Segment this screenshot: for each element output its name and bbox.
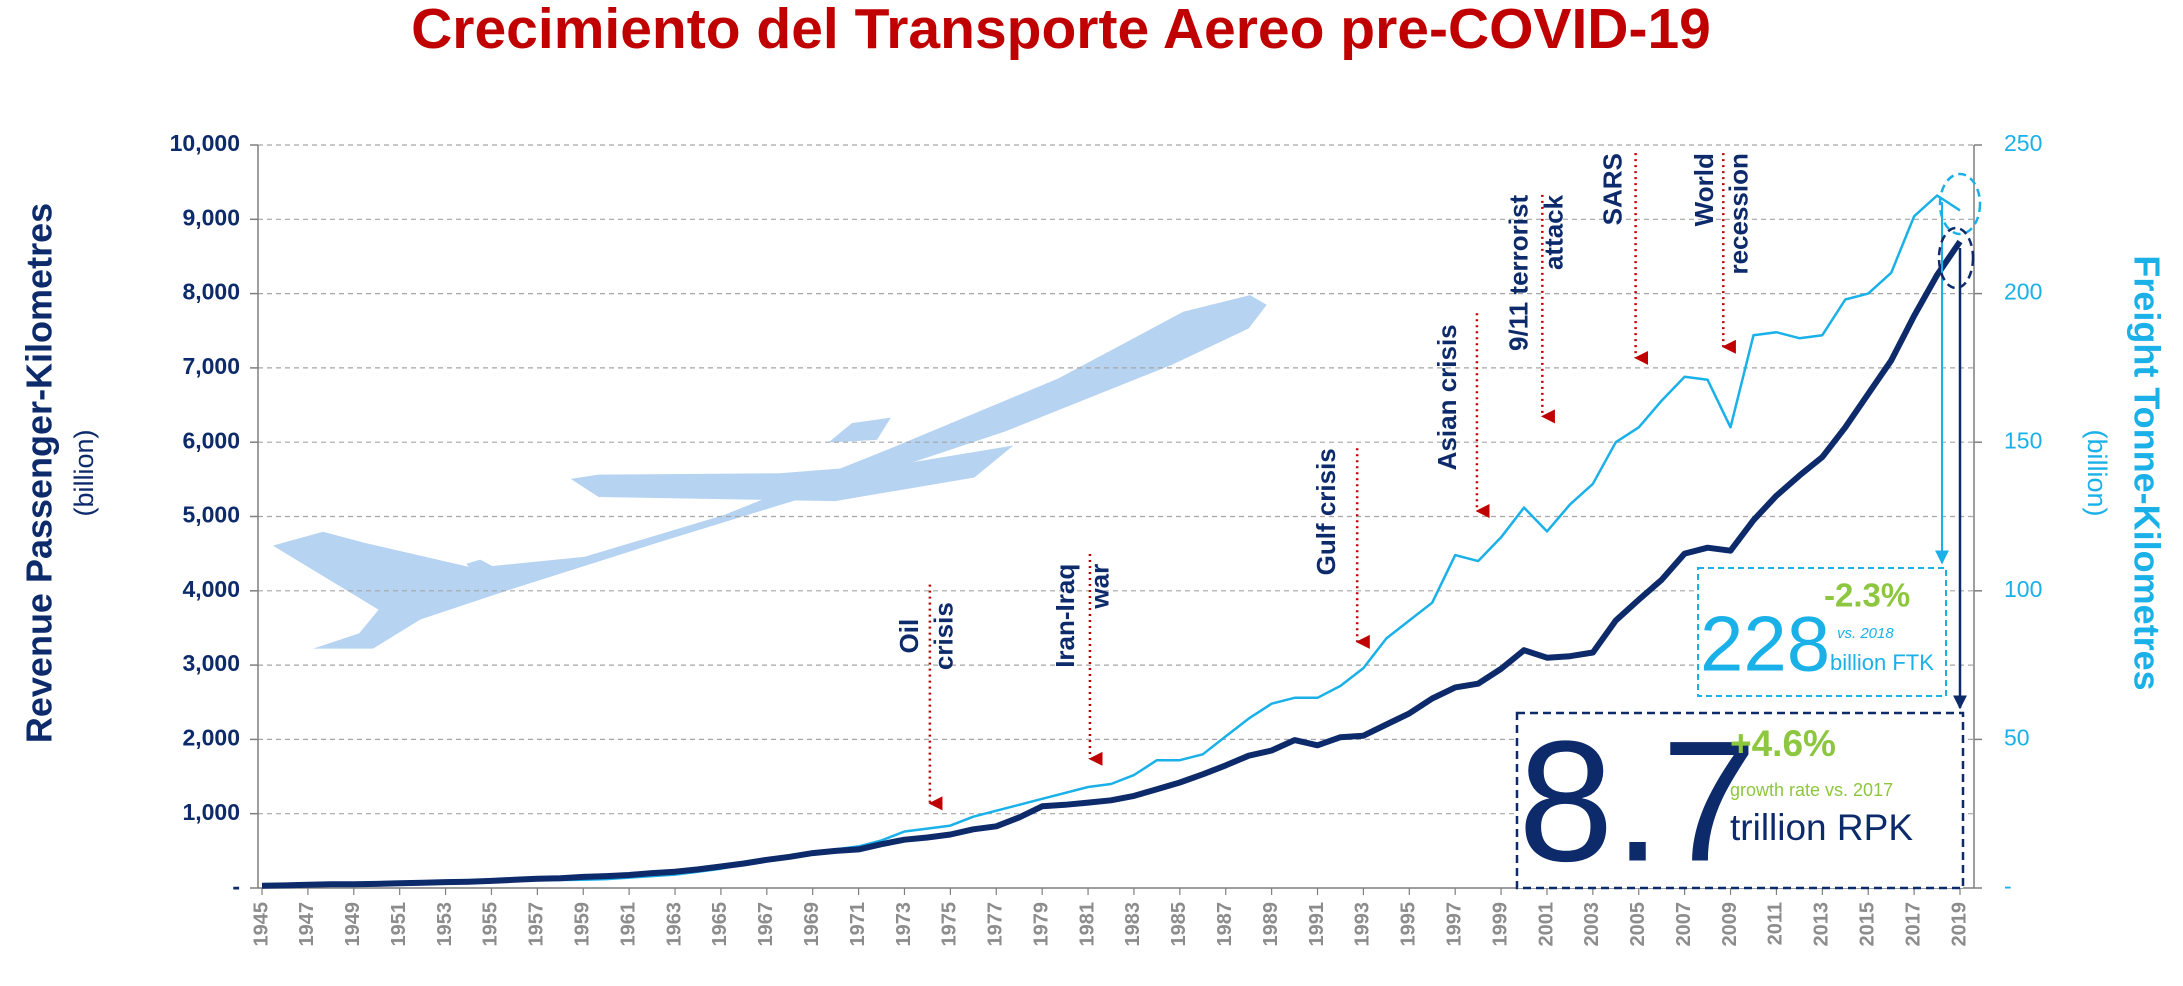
y-tick-label: 8,000: [182, 279, 240, 305]
x-tick-label: 1953: [434, 902, 456, 947]
y-axis-title: Revenue Passenger-Kilometres: [19, 203, 60, 743]
y2-tick-label: 100: [2004, 576, 2042, 602]
x-tick-label: 1983: [1122, 902, 1144, 947]
x-tick-label: 1993: [1352, 902, 1374, 947]
x-tick-label: 1963: [663, 902, 685, 947]
plot-area: - 1,000 2,000 3,000 4,000 5,000 6,000 7,000 8,00…: [170, 130, 2043, 946]
x-tick-label: 1959: [572, 902, 594, 947]
y2-tick-label: 50: [2004, 724, 2030, 750]
rpk-highlight: [1937, 226, 1975, 290]
event-label: SARS: [1598, 153, 1628, 225]
rpk-change: +4.6%: [1730, 723, 1836, 764]
x-tick-label: 2013: [1811, 902, 1833, 947]
event-label: Oil: [894, 619, 924, 654]
event-label: recession: [1724, 153, 1754, 274]
chart-title: Crecimiento del Transporte Aereo pre-COV…: [411, 0, 1711, 61]
y-tick-label: 5,000: [182, 502, 240, 528]
x-tick-label: 2001: [1535, 902, 1557, 947]
y-axis-unit: (billion): [69, 429, 99, 516]
x-tick-label: 2005: [1627, 902, 1649, 947]
rpk-unit: trillion RPK: [1730, 807, 1913, 848]
x-tick-label: 1967: [755, 902, 777, 947]
rpk-value: 8.7: [1518, 705, 1757, 897]
x-tick-label: 2019: [1948, 902, 1970, 947]
y2-tick-label: 200: [2004, 279, 2042, 305]
rpk-note: growth rate vs. 2017: [1730, 780, 1893, 800]
airplane-silhouette: [272, 295, 1267, 649]
x-tick-label: 1955: [480, 902, 502, 947]
y-tick-label: 4,000: [182, 576, 240, 602]
ftk-highlight: [1938, 172, 1982, 236]
y-tick-label: 6,000: [182, 427, 240, 453]
x-tick-label: 1981: [1076, 902, 1098, 947]
x-tick-label: 1965: [709, 902, 731, 947]
x-tick-label: 1949: [342, 902, 364, 947]
x-tick-label: 1961: [617, 902, 639, 947]
x-tick-label: 1947: [296, 902, 318, 947]
ftk-unit: billion FTK: [1830, 650, 1934, 675]
x-tick-label: 1969: [801, 902, 823, 947]
series-line: [261, 239, 1963, 889]
y-tick-label: 1,000: [182, 799, 240, 825]
x-tick-label: 1973: [893, 902, 915, 947]
x-tick-label: 1975: [939, 902, 961, 947]
y-tick-label: 10,000: [170, 130, 240, 156]
y2-tick-label: 150: [2004, 427, 2042, 453]
x-tick-label: 2003: [1581, 902, 1603, 947]
event-label: Iran-Iraq: [1050, 564, 1080, 668]
y2-axis-title: Freight Tonne-Kilometres: [2126, 255, 2167, 690]
rpk-callout-box: [1515, 711, 1965, 890]
x-tick-label: 1987: [1214, 902, 1236, 947]
ftk-note: vs. 2018: [1837, 625, 1894, 642]
x-tick-label: 1971: [847, 902, 869, 947]
x-tick-label: 1995: [1398, 902, 1420, 947]
x-tick-label: 1985: [1168, 902, 1190, 947]
x-tick-label: 2007: [1673, 902, 1695, 947]
x-tick-label: 1999: [1489, 902, 1511, 947]
y2-tick-label: 250: [2004, 130, 2042, 156]
x-tick-label: 1989: [1260, 902, 1282, 947]
event-label: 9/11 terrorist: [1504, 195, 1534, 351]
y2-axis-unit: (billion): [2082, 429, 2112, 516]
ftk-value: 228: [1700, 600, 1830, 688]
y-tick-label: 2,000: [182, 724, 240, 750]
x-tick-label: 1945: [250, 902, 272, 947]
y2-tick-label: -: [2004, 873, 2012, 899]
event-label: attack: [1538, 194, 1568, 270]
x-tick-label: 2017: [1902, 902, 1924, 947]
y-tick-label: 7,000: [182, 353, 240, 379]
x-tick-label: 1951: [388, 902, 410, 947]
y-tick-label: -: [232, 873, 240, 899]
event-label: crisis: [929, 602, 959, 670]
y-tick-label: 9,000: [182, 204, 240, 230]
event-label: World: [1689, 153, 1719, 226]
x-tick-label: 1997: [1443, 902, 1465, 947]
x-tick-label: 1957: [526, 902, 548, 947]
event-label: war: [1085, 564, 1115, 610]
x-tick-label: 2015: [1856, 902, 1878, 947]
x-tick-label: 2009: [1719, 902, 1741, 947]
ftk-callout-box: [1697, 567, 1947, 697]
y-tick-label: 3,000: [182, 650, 240, 676]
x-tick-label: 2011: [1765, 902, 1787, 945]
event-label: Gulf crisis: [1311, 448, 1341, 575]
x-tick-label: 1977: [985, 902, 1007, 947]
x-tick-label: 1991: [1306, 902, 1328, 947]
ftk-change: -2.3%: [1824, 577, 1910, 614]
event-label: Asian crisis: [1432, 324, 1462, 470]
x-tick-label: 1979: [1030, 902, 1052, 947]
